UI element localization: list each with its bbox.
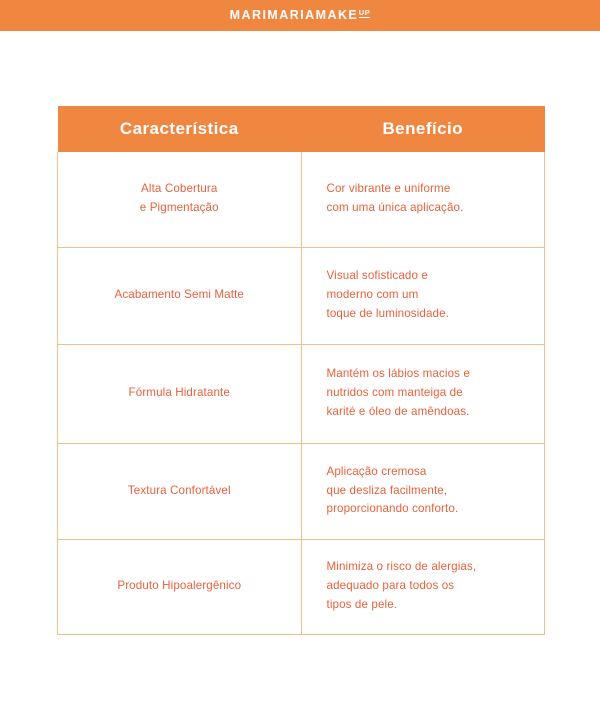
feature-line: Textura Confortável — [127, 483, 231, 497]
benefit-line: que desliza facilmente, — [326, 483, 448, 497]
benefit-line: Mantém os lábios macios e — [326, 367, 470, 381]
table-row: Produto Hipoalergênico Minimiza o risco … — [57, 539, 545, 635]
features-benefits-table: Característica Benefício Alta Cobertura … — [57, 106, 545, 635]
feature-line: Fórmula Hidratante — [128, 386, 230, 400]
feature-cell: Acabamento Semi Matte — [57, 247, 302, 345]
feature-cell: Fórmula Hidratante — [57, 344, 302, 444]
brand-bar: MARIMARIAMAKE UP — [0, 0, 600, 31]
table-head: Característica Benefício — [57, 106, 545, 152]
benefit-line: adequado para todos os — [326, 579, 455, 593]
feature-cell: Produto Hipoalergênico — [57, 539, 302, 635]
feature-line: Alta Cobertura — [141, 182, 218, 196]
column-header-caracteristica: Característica — [57, 106, 301, 152]
benefit-line: tipos de pele. — [326, 597, 398, 611]
feature-line: Acabamento Semi Matte — [114, 288, 244, 302]
table-row: Textura Confortável Aplicação cremosa qu… — [57, 443, 545, 540]
benefit-line: karité e óleo de amêndoas. — [326, 404, 470, 418]
feature-cell: Alta Cobertura e Pigmentação — [57, 152, 302, 248]
benefit-line: proporcionando conforto. — [326, 502, 459, 516]
benefit-cell: Mantém os lábios macios e nutridos com m… — [301, 344, 545, 444]
feature-line: Produto Hipoalergênico — [117, 579, 242, 593]
benefit-line: Visual sofisticado e — [326, 269, 428, 283]
table-row: Fórmula Hidratante Mantém os lábios maci… — [57, 344, 545, 444]
brand-logo-superscript-text: UP — [358, 7, 371, 19]
benefit-cell: Visual sofisticado e moderno com um toqu… — [301, 247, 545, 345]
table-body: Alta Cobertura e Pigmentação Cor vibrant… — [57, 152, 545, 635]
benefit-line: Aplicação cremosa — [326, 464, 427, 478]
table-row: Acabamento Semi Matte Visual sofisticado… — [57, 247, 545, 345]
table-row: Alta Cobertura e Pigmentação Cor vibrant… — [57, 152, 545, 248]
features-benefits-table-wrapper: Característica Benefício Alta Cobertura … — [57, 106, 545, 635]
benefit-cell: Minimiza o risco de alergias, adequado p… — [301, 539, 545, 635]
benefit-line: toque de luminosidade. — [326, 306, 450, 320]
brand-logo-main-text: MARIMARIAMAKE — [229, 8, 359, 23]
column-header-beneficio: Benefício — [301, 106, 545, 152]
benefit-cell: Cor vibrante e uniforme com uma única ap… — [301, 152, 545, 248]
benefit-cell: Aplicação cremosa que desliza facilmente… — [301, 443, 545, 540]
benefit-line: moderno com um — [326, 288, 419, 302]
feature-line: e Pigmentação — [139, 201, 219, 215]
feature-cell: Textura Confortável — [57, 443, 302, 540]
table-header-row: Característica Benefício — [57, 106, 545, 152]
benefit-line: Cor vibrante e uniforme — [326, 182, 451, 196]
benefit-line: nutridos com manteiga de — [326, 386, 463, 400]
benefit-line: Minimiza o risco de alergias, — [326, 560, 477, 574]
benefit-line: com uma única aplicação. — [326, 201, 464, 215]
brand-logo: MARIMARIAMAKE UP — [230, 9, 371, 22]
